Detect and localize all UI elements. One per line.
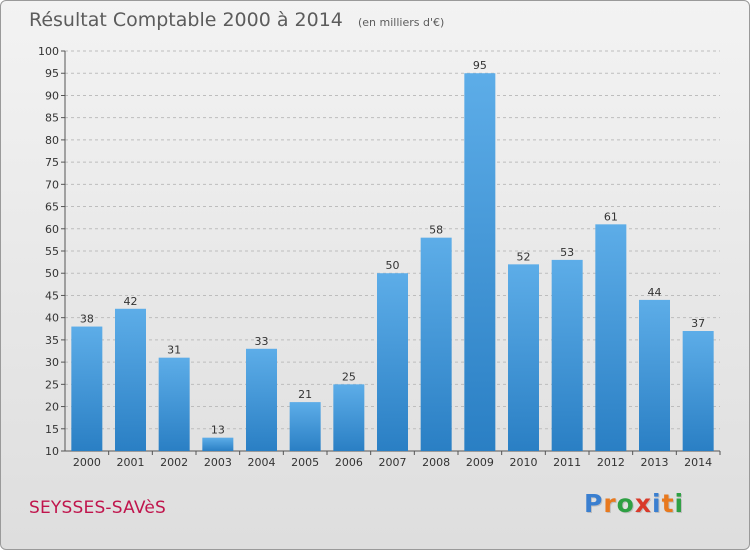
x-tick-label: 2013 (641, 456, 669, 469)
bar (639, 299, 670, 451)
data-label: 58 (429, 224, 443, 237)
logo-letter: o (616, 489, 635, 518)
data-label: 21 (298, 388, 312, 401)
chart-subtitle: (en milliers d'€) (357, 16, 445, 29)
logo-letter: P (584, 489, 604, 518)
commune-name: SEYSSES-SAVèS (29, 498, 166, 518)
bar (551, 259, 583, 451)
bar (595, 224, 627, 451)
data-label: 61 (604, 210, 618, 223)
y-tick-label: 55 (45, 245, 59, 258)
bar (333, 384, 365, 451)
proxiti-logo: Proxiti (584, 489, 684, 518)
data-label: 53 (560, 246, 574, 259)
x-tick-label: 2004 (248, 456, 276, 469)
x-tick-label: 2011 (553, 456, 581, 469)
y-tick-label: 85 (45, 112, 59, 125)
logo-letter: i (652, 489, 662, 518)
data-label: 37 (691, 317, 705, 330)
data-label: 50 (386, 259, 400, 272)
y-tick-label: 65 (45, 201, 59, 214)
data-label: 44 (648, 286, 662, 299)
y-tick-label: 35 (45, 334, 59, 347)
y-tick-label: 45 (45, 289, 59, 302)
x-tick-label: 2009 (466, 456, 494, 469)
bar (115, 308, 146, 451)
x-tick-label: 2000 (73, 456, 101, 469)
logo-letter: x (634, 489, 652, 518)
chart-title: Résultat Comptable 2000 à 2014 (29, 9, 343, 31)
bar (420, 237, 452, 451)
logo-letter: r (603, 489, 617, 518)
y-tick-label: 40 (45, 312, 59, 325)
x-tick-label: 2007 (379, 456, 407, 469)
bar (508, 264, 539, 451)
data-label: 33 (255, 335, 269, 348)
logo-letter: t (661, 489, 675, 518)
bar (202, 437, 234, 451)
data-label: 95 (473, 59, 487, 72)
x-tick-label: 2014 (684, 456, 712, 469)
data-label: 13 (211, 424, 225, 437)
bar (377, 273, 408, 451)
y-tick-label: 75 (45, 156, 59, 169)
title-row: Résultat Comptable 2000 à 2014 (en milli… (29, 9, 444, 31)
x-tick-label: 2005 (291, 456, 319, 469)
x-tick-label: 2008 (422, 456, 450, 469)
bar (682, 331, 714, 451)
y-tick-label: 95 (45, 67, 59, 80)
x-tick-label: 2001 (117, 456, 145, 469)
x-tick-label: 2012 (597, 456, 625, 469)
data-label: 25 (342, 370, 356, 383)
bar (71, 326, 103, 451)
y-tick-label: 70 (45, 178, 59, 191)
data-label: 52 (517, 250, 531, 263)
y-tick-label: 50 (45, 267, 59, 280)
bar (158, 357, 190, 451)
y-tick-label: 15 (45, 423, 59, 436)
y-tick-label: 20 (45, 401, 59, 414)
data-label: 38 (80, 313, 94, 326)
y-tick-label: 10 (45, 445, 59, 458)
logo-letter: i (674, 489, 685, 518)
x-tick-label: 2010 (510, 456, 538, 469)
bar (464, 73, 496, 451)
y-tick-label: 30 (45, 356, 59, 369)
x-tick-label: 2003 (204, 456, 232, 469)
y-tick-label: 90 (45, 89, 59, 102)
bar (289, 402, 321, 451)
y-tick-label: 25 (45, 378, 59, 391)
bar (246, 348, 277, 451)
data-label: 31 (167, 344, 181, 357)
y-tick-label: 60 (45, 223, 59, 236)
x-tick-label: 2006 (335, 456, 363, 469)
data-label: 42 (124, 295, 138, 308)
y-tick-label: 80 (45, 134, 59, 147)
y-tick-label: 100 (38, 45, 59, 58)
x-tick-label: 2002 (160, 456, 188, 469)
